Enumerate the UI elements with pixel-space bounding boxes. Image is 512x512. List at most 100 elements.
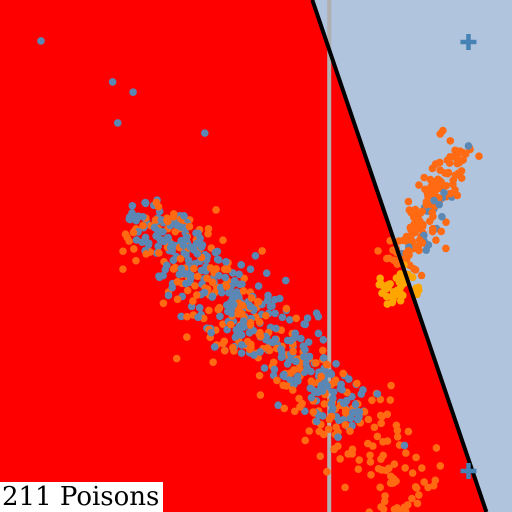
data-point (381, 492, 389, 500)
data-point (154, 202, 163, 211)
data-point (303, 314, 312, 322)
data-point (336, 455, 344, 463)
data-point (230, 279, 239, 287)
data-point (255, 330, 264, 339)
data-point (301, 407, 309, 416)
data-point (282, 304, 291, 313)
data-point (446, 137, 455, 145)
data-point (185, 222, 194, 231)
data-point (412, 453, 420, 462)
data-point (301, 345, 309, 354)
data-point (317, 372, 325, 381)
data-point (420, 173, 428, 182)
data-point (229, 300, 238, 309)
data-point (368, 396, 376, 405)
data-point (271, 309, 279, 318)
data-point (245, 345, 254, 354)
data-point (277, 353, 286, 362)
data-point (176, 255, 185, 263)
poison-count-caption: 211 Poisons (0, 482, 164, 512)
data-point (301, 320, 310, 329)
data-point (193, 272, 202, 281)
data-point (238, 280, 246, 289)
data-point (312, 309, 321, 317)
data-point (336, 384, 345, 393)
data-point (309, 408, 317, 416)
data-point (386, 396, 395, 404)
data-point (458, 148, 467, 157)
data-point (380, 497, 389, 506)
data-point (210, 343, 219, 351)
data-point (139, 221, 147, 230)
data-point (328, 404, 337, 413)
data-point (428, 208, 437, 217)
data-point (183, 312, 191, 321)
data-point (194, 229, 202, 238)
data-point (329, 394, 337, 403)
data-point (215, 271, 223, 280)
data-point (464, 142, 473, 150)
data-point (168, 283, 176, 292)
data-point (222, 257, 230, 266)
data-point (382, 292, 391, 301)
data-point (155, 273, 164, 282)
data-point (396, 296, 405, 305)
data-point (436, 166, 444, 175)
data-point (239, 317, 248, 325)
data-point (424, 483, 432, 492)
data-point (366, 451, 374, 460)
data-point (211, 248, 220, 257)
data-point (366, 458, 375, 466)
data-point (254, 282, 263, 290)
data-point (219, 236, 227, 245)
data-point (237, 331, 246, 339)
data-point (154, 242, 162, 251)
data-point (283, 360, 292, 368)
data-point (386, 280, 394, 288)
data-point (130, 245, 138, 253)
data-point (346, 427, 354, 436)
data-point (339, 399, 348, 408)
data-point (408, 273, 417, 282)
data-point (399, 236, 408, 245)
data-point (258, 247, 266, 255)
data-point (326, 369, 335, 377)
data-point (432, 444, 441, 452)
data-point (451, 186, 459, 194)
data-point (129, 88, 137, 96)
data-point (157, 216, 166, 224)
data-point (131, 212, 140, 221)
data-point (119, 265, 127, 273)
data-point (435, 200, 444, 209)
data-point (285, 316, 294, 324)
data-point (378, 412, 386, 421)
data-point (410, 220, 418, 228)
data-point (431, 177, 440, 186)
data-point (237, 349, 246, 357)
data-point (353, 379, 361, 388)
data-point (389, 295, 397, 304)
data-point (376, 274, 384, 283)
data-point (312, 359, 320, 367)
data-point (186, 274, 195, 282)
data-point (377, 503, 385, 511)
data-point (240, 274, 248, 283)
data-point (453, 159, 462, 168)
data-point (305, 352, 314, 361)
data-point (421, 185, 429, 194)
data-point (430, 196, 438, 205)
data-point (437, 227, 446, 236)
data-point (301, 436, 310, 445)
data-point (290, 407, 299, 416)
data-point (341, 409, 350, 417)
data-point (222, 282, 231, 291)
data-point (404, 246, 413, 255)
data-point (431, 476, 440, 485)
data-point (256, 391, 265, 399)
data-point (341, 483, 349, 492)
data-point (332, 359, 340, 368)
data-point (305, 427, 314, 435)
data-point (195, 303, 204, 312)
data-point (357, 390, 366, 398)
data-point (287, 369, 295, 377)
